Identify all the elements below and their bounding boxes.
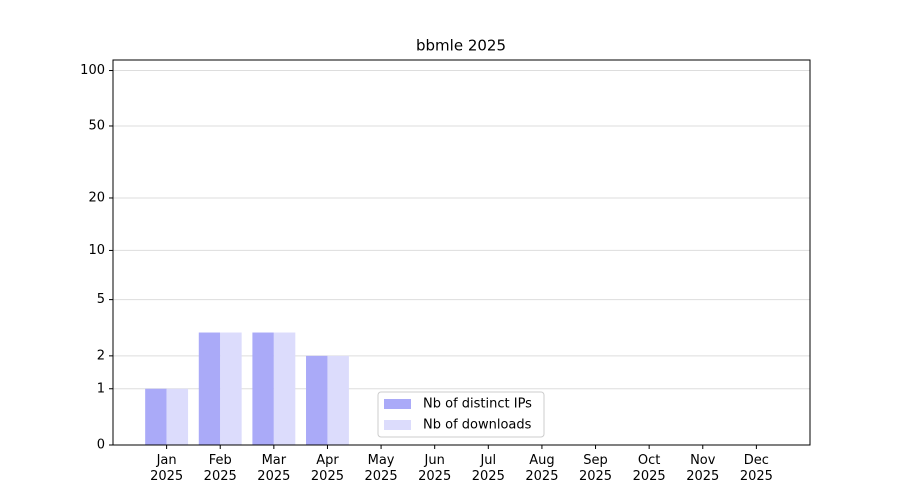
y-tick-label: 2 xyxy=(97,348,105,363)
y-tick-label: 0 xyxy=(97,438,105,453)
legend-swatch xyxy=(384,420,411,430)
x-tick-label: Oct 2025 xyxy=(632,453,666,484)
bar xyxy=(220,332,242,445)
bar xyxy=(166,388,189,445)
legend-box xyxy=(377,391,545,438)
x-tick-label: Mar 2025 xyxy=(257,453,291,484)
legend-label: Nb of downloads xyxy=(423,418,532,433)
x-tick-label: Jul 2025 xyxy=(471,453,505,484)
x-tick-label: Jan 2025 xyxy=(150,453,184,484)
bar xyxy=(198,332,221,445)
x-tick-label: Sep 2025 xyxy=(578,453,613,484)
plot-frame xyxy=(112,59,811,446)
x-tick-label: Dec 2025 xyxy=(739,453,773,484)
x-tick-label: Jun 2025 xyxy=(418,453,452,484)
x-tick-label: Apr 2025 xyxy=(310,453,344,484)
y-tick-label: 20 xyxy=(88,190,105,205)
x-tick-label: May 2025 xyxy=(364,453,398,484)
bar xyxy=(306,355,328,445)
y-tick-label: 100 xyxy=(80,63,105,78)
x-tick-label: Feb 2025 xyxy=(203,453,237,484)
x-tick-label: Nov 2025 xyxy=(686,453,720,484)
bar xyxy=(145,388,167,445)
bar xyxy=(252,332,274,445)
legend-label: Nb of distinct IPs xyxy=(423,397,532,412)
chart-title: bbmle 2025 xyxy=(416,37,506,55)
x-tick-label: Aug 2025 xyxy=(525,453,559,484)
y-tick-label: 10 xyxy=(88,243,105,258)
y-tick-label: 5 xyxy=(97,292,105,307)
legend: Nb of distinct IPs Nb of downloads xyxy=(377,391,545,438)
legend-swatch xyxy=(384,399,411,409)
bar xyxy=(327,355,349,445)
y-tick-label: 1 xyxy=(97,381,105,396)
y-tick-label: 50 xyxy=(88,118,105,133)
bar xyxy=(273,332,296,445)
